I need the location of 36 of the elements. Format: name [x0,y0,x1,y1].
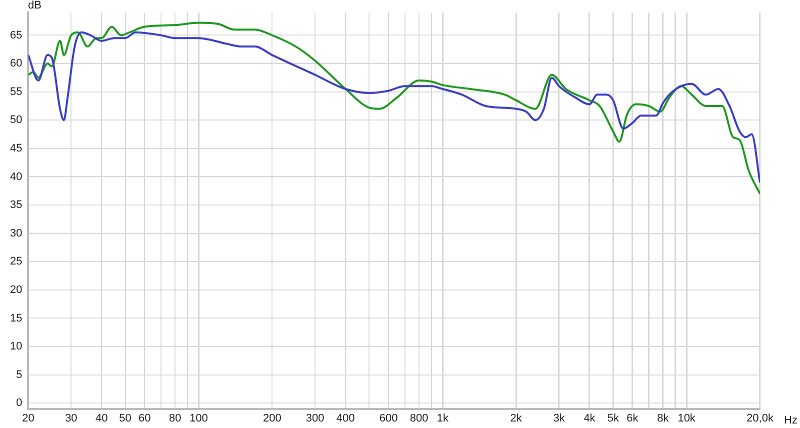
x-tick-label: 400 [336,412,355,424]
y-tick-label: 0 [16,397,22,410]
x-tick-label: 8k [657,412,670,424]
y-tick-label: 20 [10,284,22,296]
y-tick-label: 45 [10,142,22,154]
x-tick-label: 80 [168,412,182,424]
x-tick-label: 40 [96,412,108,424]
y-axis-title: dB [28,0,42,12]
x-tick-label: 30 [65,412,78,424]
x-tick-label: 60 [138,412,151,424]
x-tick-label: 2k [510,412,522,424]
x-tick-label: 4k [584,412,596,424]
x-tick-label: 6k [626,412,639,424]
x-tick-label: 20,0k [746,412,774,424]
x-axis-title: Hz [784,414,798,426]
y-tick-label: 15 [10,312,22,324]
y-tick-label: 5 [16,368,22,381]
y-tick-label: 50 [10,114,22,126]
y-tick-label: 10 [10,340,22,353]
x-tick-label: 200 [262,412,282,424]
x-tick-label: 3k [553,412,566,424]
x-tick-label: 5k [607,412,620,424]
y-tick-label: 40 [10,170,22,183]
x-tick-label: 1k [436,412,449,424]
x-tick-label: 600 [379,412,398,424]
x-tick-label: 10k [678,412,696,424]
x-tick-label: 100 [190,412,208,424]
y-tick-label: 35 [10,199,22,212]
y-tick-label: 55 [10,86,22,98]
y-tick-label: 25 [10,256,22,268]
x-tick-label: 800 [410,412,428,424]
y-tick-label: 30 [10,227,22,240]
x-tick-label: 300 [306,412,324,424]
x-tick-label: 50 [119,412,132,424]
y-tick-label: 65 [10,29,22,42]
y-tick-label: 60 [10,58,22,70]
